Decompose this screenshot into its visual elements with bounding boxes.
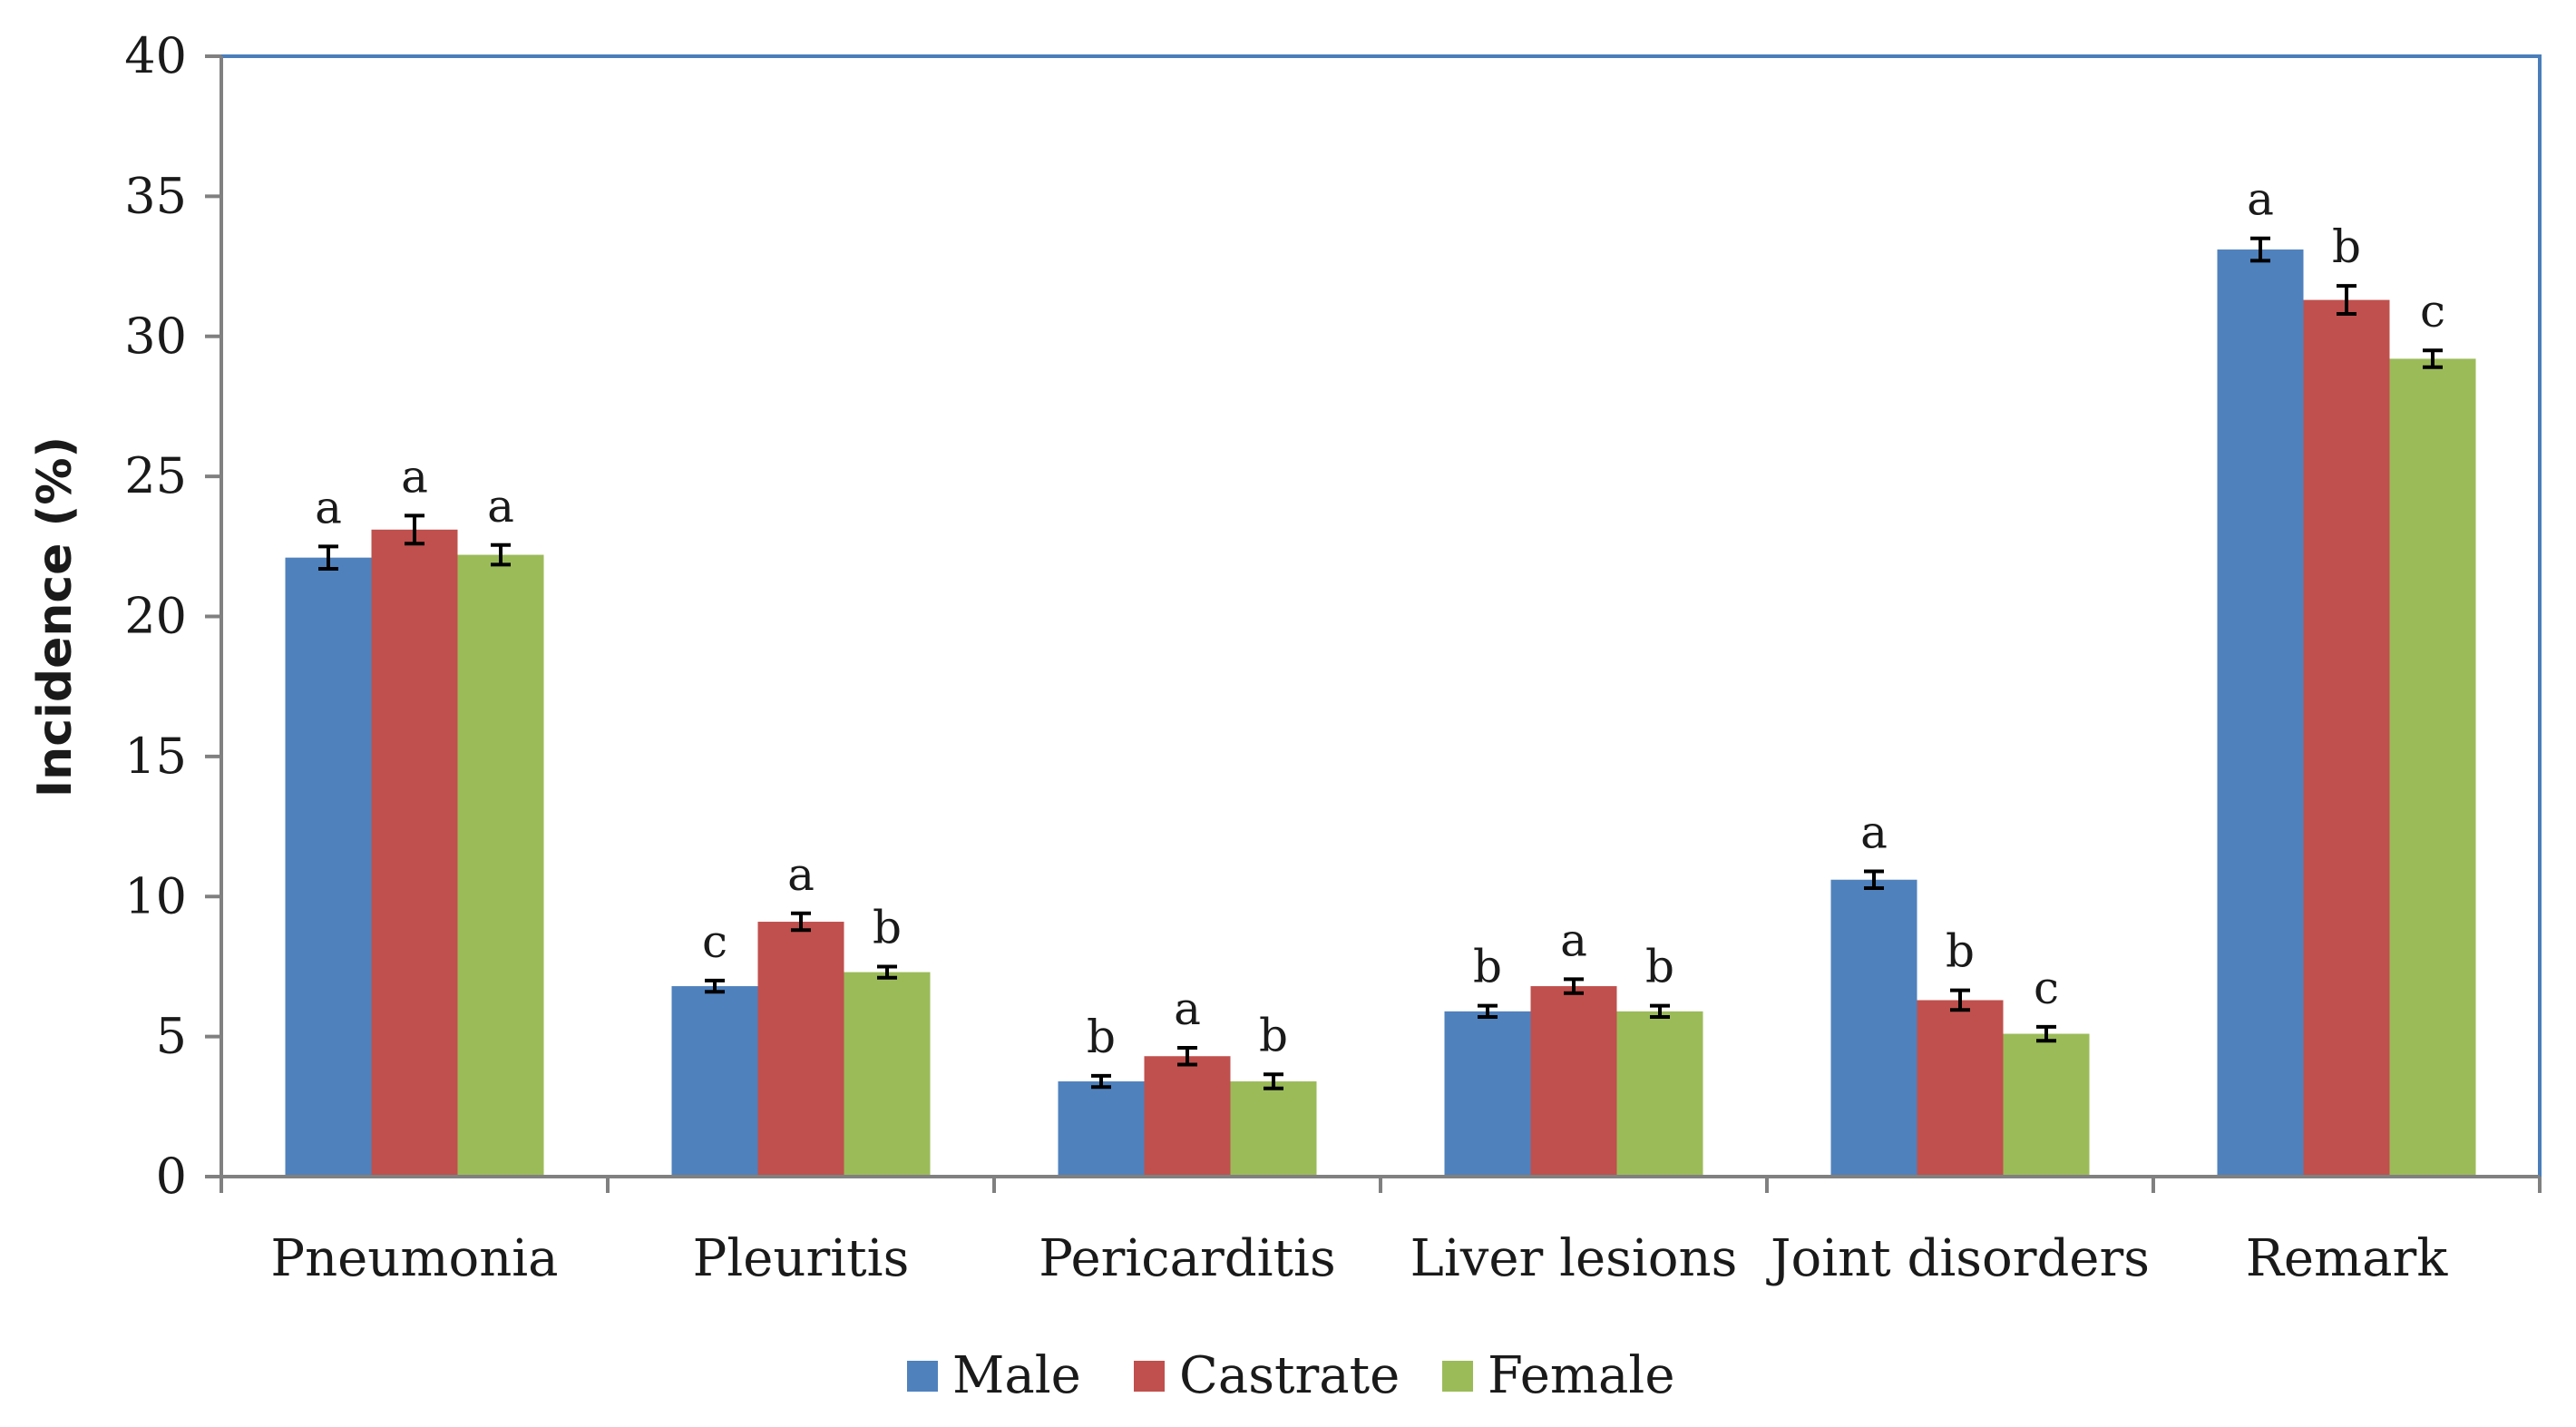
bar-castrate — [371, 529, 458, 1177]
bar-female — [1616, 1011, 1703, 1177]
bar-male — [1444, 1011, 1531, 1177]
bar-female — [2003, 1033, 2090, 1177]
y-tick-label: 35 — [124, 167, 187, 224]
bar-castrate — [1144, 1056, 1231, 1177]
legend-swatch-castrate — [1134, 1361, 1165, 1392]
bar-castrate — [1917, 1000, 2004, 1177]
bar-female — [844, 972, 931, 1177]
significance-label: b — [1645, 941, 1674, 993]
significance-label: a — [2247, 173, 2274, 226]
legend-label-male: Male — [952, 1346, 1081, 1405]
legend-label-castrate: Castrate — [1179, 1346, 1400, 1405]
y-tick-label: 40 — [124, 27, 187, 84]
significance-label: b — [873, 901, 902, 953]
significance-label: b — [1259, 1009, 1288, 1061]
significance-label: c — [702, 915, 727, 968]
significance-label: a — [787, 848, 815, 901]
significance-label: b — [1087, 1011, 1116, 1063]
x-axis-ticks — [220, 1177, 2542, 1193]
bar-series-group — [285, 249, 2476, 1178]
bar-male — [671, 986, 758, 1177]
bar-female — [2389, 358, 2476, 1177]
y-tick-label: 0 — [156, 1148, 187, 1205]
category-label: Joint disorders — [1766, 1229, 2150, 1288]
y-axis-title: Incidence (%) — [28, 436, 83, 797]
y-axis-ticks: 0 5 10 15 20 25 30 35 40 — [124, 27, 221, 1205]
category-labels-group: Pneumonia Pleuritis Pericarditis Liver lesi… — [270, 1229, 2448, 1288]
significance-label: a — [315, 481, 342, 533]
y-tick-label: 5 — [156, 1008, 187, 1065]
significance-label: a — [1560, 914, 1587, 966]
bar-female — [457, 554, 544, 1177]
legend-label-female: Female — [1488, 1346, 1674, 1405]
significance-label: c — [2420, 285, 2445, 337]
significance-label: b — [2332, 220, 2361, 273]
bar-castrate — [1530, 986, 1617, 1177]
y-tick-label: 10 — [124, 867, 187, 924]
bar-male — [1058, 1081, 1145, 1177]
category-label: Pleuritis — [693, 1229, 910, 1288]
significance-label: b — [1473, 941, 1502, 993]
category-label: Pneumonia — [270, 1229, 558, 1288]
y-tick-label: 15 — [124, 728, 187, 785]
category-label: Liver lesions — [1410, 1229, 1738, 1288]
significance-label: a — [401, 450, 428, 503]
y-tick-label: 25 — [124, 447, 187, 504]
bar-male — [1830, 879, 1917, 1177]
category-label: Remark — [2246, 1229, 2449, 1288]
bar-female — [1230, 1081, 1317, 1177]
bar-male — [285, 557, 372, 1177]
legend-swatch-male — [907, 1361, 938, 1392]
legend: Male Castrate Female — [907, 1346, 1674, 1405]
y-tick-label: 20 — [124, 588, 187, 645]
category-label: Pericarditis — [1039, 1229, 1335, 1288]
significance-labels-group: a a a c a b b a b b a b a b c a b c — [315, 173, 2445, 1063]
plot-frame — [220, 54, 2542, 1178]
significance-label: a — [1860, 806, 1888, 858]
bar-castrate — [757, 922, 844, 1177]
significance-label: b — [1946, 925, 1975, 978]
y-tick-label: 30 — [124, 308, 187, 365]
significance-label: a — [1174, 982, 1201, 1035]
significance-label: a — [487, 480, 514, 533]
bar-castrate — [2303, 299, 2390, 1177]
bar-male — [2217, 249, 2304, 1178]
legend-swatch-female — [1442, 1361, 1473, 1392]
error-bars-group — [318, 236, 2443, 1090]
significance-label: c — [2034, 962, 2059, 1014]
